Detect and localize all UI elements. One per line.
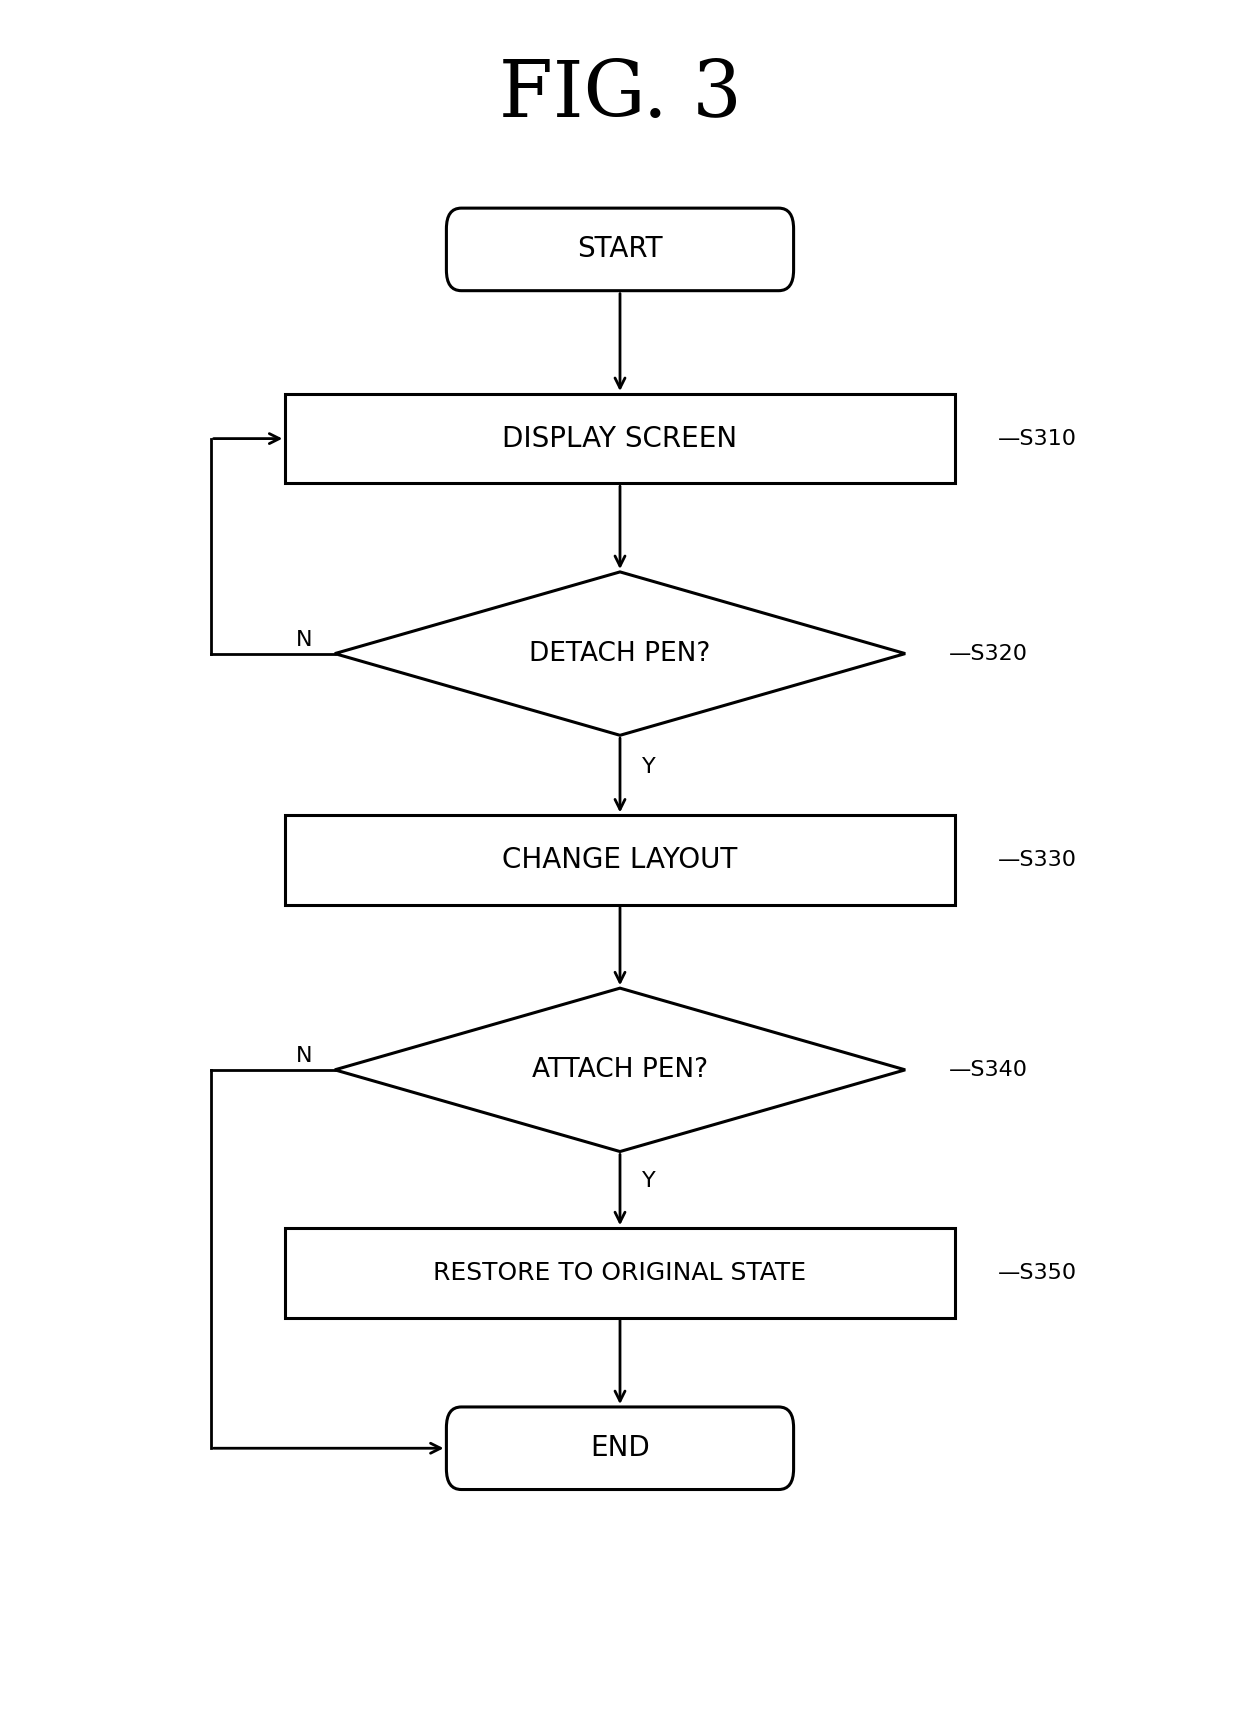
Text: Y: Y bbox=[642, 1171, 656, 1192]
Text: —S330: —S330 bbox=[998, 850, 1078, 870]
Text: END: END bbox=[590, 1434, 650, 1462]
FancyBboxPatch shape bbox=[446, 208, 794, 291]
Text: DISPLAY SCREEN: DISPLAY SCREEN bbox=[502, 425, 738, 452]
Text: —S310: —S310 bbox=[998, 428, 1078, 449]
Polygon shape bbox=[335, 987, 905, 1152]
Text: —S340: —S340 bbox=[949, 1060, 1028, 1080]
FancyBboxPatch shape bbox=[446, 1407, 794, 1490]
Text: RESTORE TO ORIGINAL STATE: RESTORE TO ORIGINAL STATE bbox=[434, 1261, 806, 1285]
Bar bbox=[285, 394, 955, 483]
Text: START: START bbox=[578, 236, 662, 263]
Bar bbox=[285, 1228, 955, 1318]
Text: N: N bbox=[295, 630, 312, 650]
Text: Y: Y bbox=[642, 757, 656, 777]
Text: CHANGE LAYOUT: CHANGE LAYOUT bbox=[502, 846, 738, 874]
Text: —S320: —S320 bbox=[949, 643, 1028, 664]
Text: ATTACH PEN?: ATTACH PEN? bbox=[532, 1056, 708, 1084]
Text: DETACH PEN?: DETACH PEN? bbox=[529, 640, 711, 667]
Text: FIG. 3: FIG. 3 bbox=[498, 57, 742, 132]
Bar bbox=[285, 815, 955, 905]
Text: —S350: —S350 bbox=[998, 1262, 1078, 1283]
Polygon shape bbox=[335, 571, 905, 736]
Text: N: N bbox=[295, 1046, 312, 1066]
